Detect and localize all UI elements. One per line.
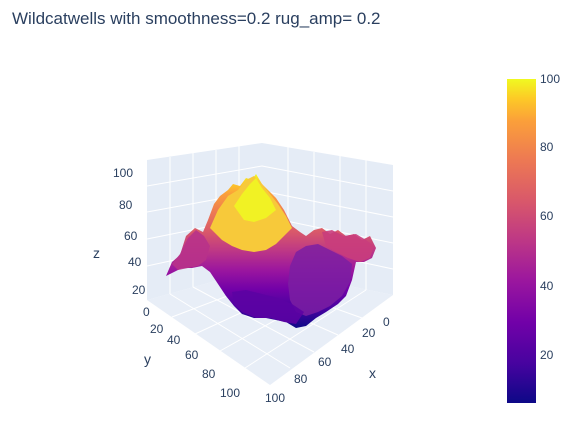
x-tick-100: 100 xyxy=(265,391,285,405)
surface xyxy=(166,174,376,328)
x-axis: 0 20 40 60 80 100 x xyxy=(265,315,390,405)
x-tick-0: 0 xyxy=(383,315,390,329)
y-tick-40: 40 xyxy=(167,333,181,347)
colorbar-tick-60: 60 xyxy=(540,209,554,223)
z-tick-40: 40 xyxy=(128,255,142,269)
chart-title: Wildcatwells with smoothness=0.2 rug_amp… xyxy=(12,9,381,28)
colorbar-gradient xyxy=(507,79,536,403)
z-tick-100: 100 xyxy=(113,166,133,180)
y-tick-100: 100 xyxy=(220,386,240,400)
surface-right-ridge xyxy=(322,230,374,262)
y-tick-20: 20 xyxy=(150,322,164,336)
x-axis-title: x xyxy=(369,365,376,381)
z-tick-60: 60 xyxy=(124,229,138,243)
x-tick-60: 60 xyxy=(318,355,332,369)
surface-front-trough xyxy=(232,290,304,324)
z-tick-20: 20 xyxy=(132,283,146,297)
colorbar: 100 80 60 40 20 xyxy=(507,72,560,403)
z-axis: 100 80 60 40 20 z xyxy=(93,166,146,297)
y-axis: 0 20 40 60 80 100 y xyxy=(143,305,240,400)
x-tick-80: 80 xyxy=(294,372,308,386)
y-axis-title: y xyxy=(144,351,151,367)
surface-right-basin xyxy=(288,244,352,316)
colorbar-tick-20: 20 xyxy=(540,348,554,362)
colorbar-tick-100: 100 xyxy=(540,72,560,86)
y-tick-60: 60 xyxy=(185,348,199,362)
x-tick-40: 40 xyxy=(341,342,355,356)
surface-left-ridge xyxy=(172,230,210,270)
colorbar-tick-40: 40 xyxy=(540,279,554,293)
colorbar-tick-80: 80 xyxy=(540,140,554,154)
x-tick-20: 20 xyxy=(362,326,376,340)
y-tick-0: 0 xyxy=(143,305,150,319)
z-axis-title: z xyxy=(93,245,100,261)
surface-summit xyxy=(234,178,276,222)
y-tick-80: 80 xyxy=(202,367,216,381)
z-tick-80: 80 xyxy=(119,198,133,212)
